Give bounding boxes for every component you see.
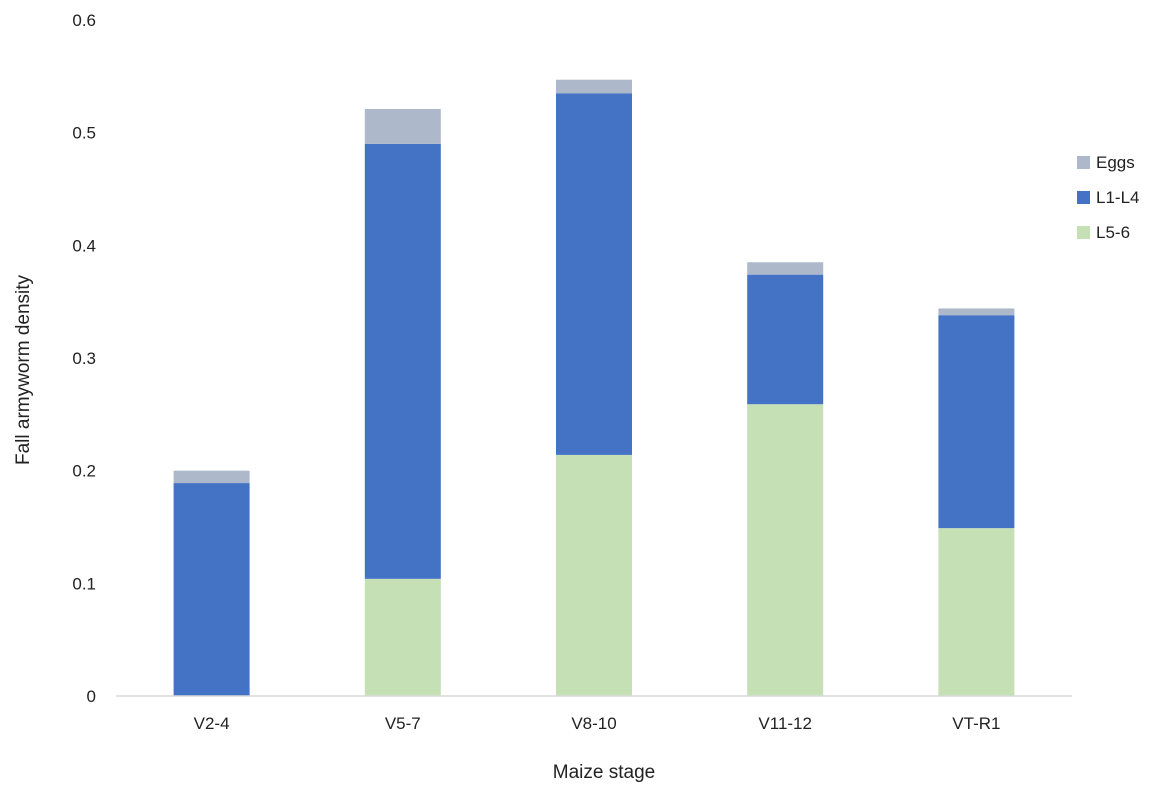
bar-segment [365, 144, 441, 579]
x-tick-label: V8-10 [571, 714, 616, 733]
x-tick-label: V5-7 [385, 714, 421, 733]
legend-label: L5-6 [1096, 223, 1130, 242]
y-tick-label: 0 [87, 687, 96, 706]
bar-segment [365, 109, 441, 144]
bar-segment [938, 308, 1014, 315]
y-tick-label: 0.2 [72, 462, 96, 481]
bar-segment [938, 528, 1014, 696]
y-tick-label: 0.6 [72, 11, 96, 30]
y-tick-label: 0.3 [72, 349, 96, 368]
x-axis-ticks: V2-4 V5-7 V8-10 V11-12 VT-R1 [194, 714, 1001, 733]
bars-group [174, 80, 1015, 696]
y-tick-label: 0.4 [72, 236, 96, 255]
legend-label: L1-L4 [1096, 188, 1139, 207]
y-tick-label: 0.5 [72, 124, 96, 143]
x-tick-label: VT-R1 [952, 714, 1000, 733]
x-axis-title: Maize stage [553, 762, 655, 783]
x-tick-label: V2-4 [194, 714, 230, 733]
legend-label: Eggs [1096, 153, 1135, 172]
bar-segment [174, 471, 250, 483]
x-tick-label: V11-12 [758, 714, 812, 733]
bar-segment [556, 455, 632, 696]
bar-segment [747, 262, 823, 274]
y-axis-title: Fall armyworm density [13, 274, 34, 465]
legend: Eggs L1-L4 L5-6 [1077, 153, 1139, 242]
legend-swatch [1077, 226, 1090, 239]
bar-segment [556, 93, 632, 455]
bar-segment [556, 80, 632, 94]
bar-segment [747, 275, 823, 405]
y-axis-ticks: 0 0.1 0.2 0.3 0.4 0.5 0.6 [72, 11, 96, 706]
bar-segment [747, 404, 823, 696]
legend-swatch [1077, 191, 1090, 204]
bar-segment [365, 579, 441, 696]
bar-segment [174, 483, 250, 696]
legend-swatch [1077, 156, 1090, 169]
y-tick-label: 0.1 [72, 574, 96, 593]
bar-segment [938, 315, 1014, 528]
